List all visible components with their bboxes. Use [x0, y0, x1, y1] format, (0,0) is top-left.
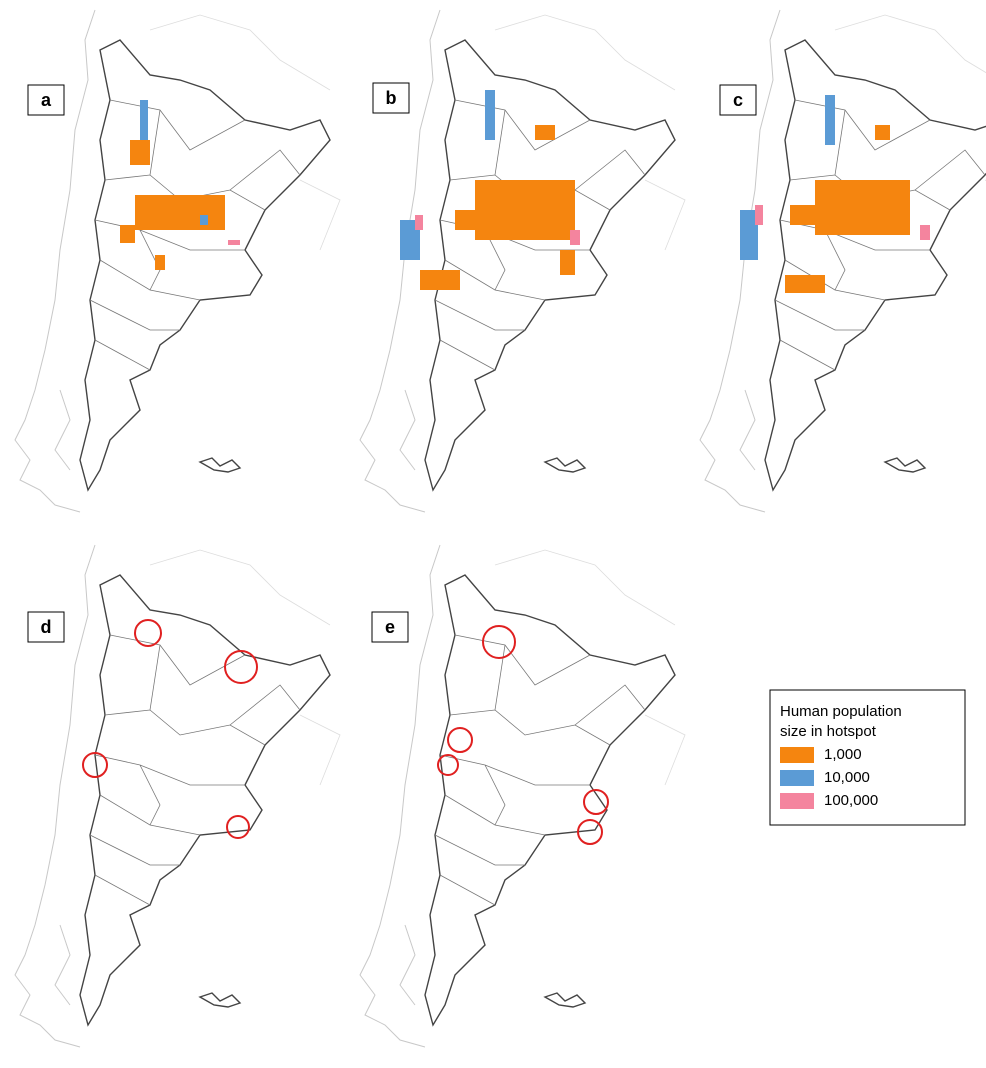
legend-label: 10,000	[824, 769, 870, 786]
panel-label: a	[27, 84, 65, 116]
panel-letter: c	[733, 90, 743, 110]
hotspot	[825, 95, 835, 145]
hotspot	[155, 255, 165, 270]
hotspot	[785, 275, 825, 293]
panel-letter: d	[41, 617, 52, 637]
legend-swatch	[780, 793, 814, 809]
map-panel	[14, 544, 341, 1048]
map-panel	[699, 9, 986, 513]
hotspot	[740, 210, 758, 260]
hotspot	[475, 180, 575, 240]
legend-label: 1,000	[824, 746, 862, 763]
hotspot	[455, 210, 485, 230]
hotspot	[875, 125, 890, 140]
hotspot	[420, 270, 460, 290]
hotspot	[755, 205, 763, 225]
hotspot	[228, 240, 240, 245]
map-panel	[359, 544, 686, 1048]
hotspot	[485, 90, 495, 140]
panel-letter: e	[385, 617, 395, 637]
hotspot	[415, 215, 423, 230]
legend: Human population size in hotspot 1,000 10,…	[769, 689, 966, 826]
hotspot	[120, 225, 135, 243]
legend-swatch	[780, 770, 814, 786]
legend-label: 100,000	[824, 792, 878, 809]
panel-letter: a	[41, 90, 52, 110]
hotspot	[560, 250, 575, 275]
panel-letter: b	[386, 88, 397, 108]
hotspot	[200, 215, 208, 225]
hotspot	[790, 205, 820, 225]
hotspot	[140, 100, 148, 140]
legend-title: Human population size in hotspot	[780, 703, 902, 740]
hotspot	[135, 195, 225, 230]
hotspot	[920, 225, 930, 240]
legend-swatch	[780, 747, 814, 763]
panel-label: c	[719, 84, 757, 116]
panel-label: b	[372, 82, 410, 114]
map-panel	[14, 9, 341, 513]
hotspot	[535, 125, 555, 140]
hotspot	[570, 230, 580, 245]
panel-label: d	[27, 611, 65, 643]
panel-label: e	[371, 611, 409, 643]
map-panel	[359, 9, 686, 513]
hotspot	[130, 140, 150, 165]
hotspot	[815, 180, 910, 235]
